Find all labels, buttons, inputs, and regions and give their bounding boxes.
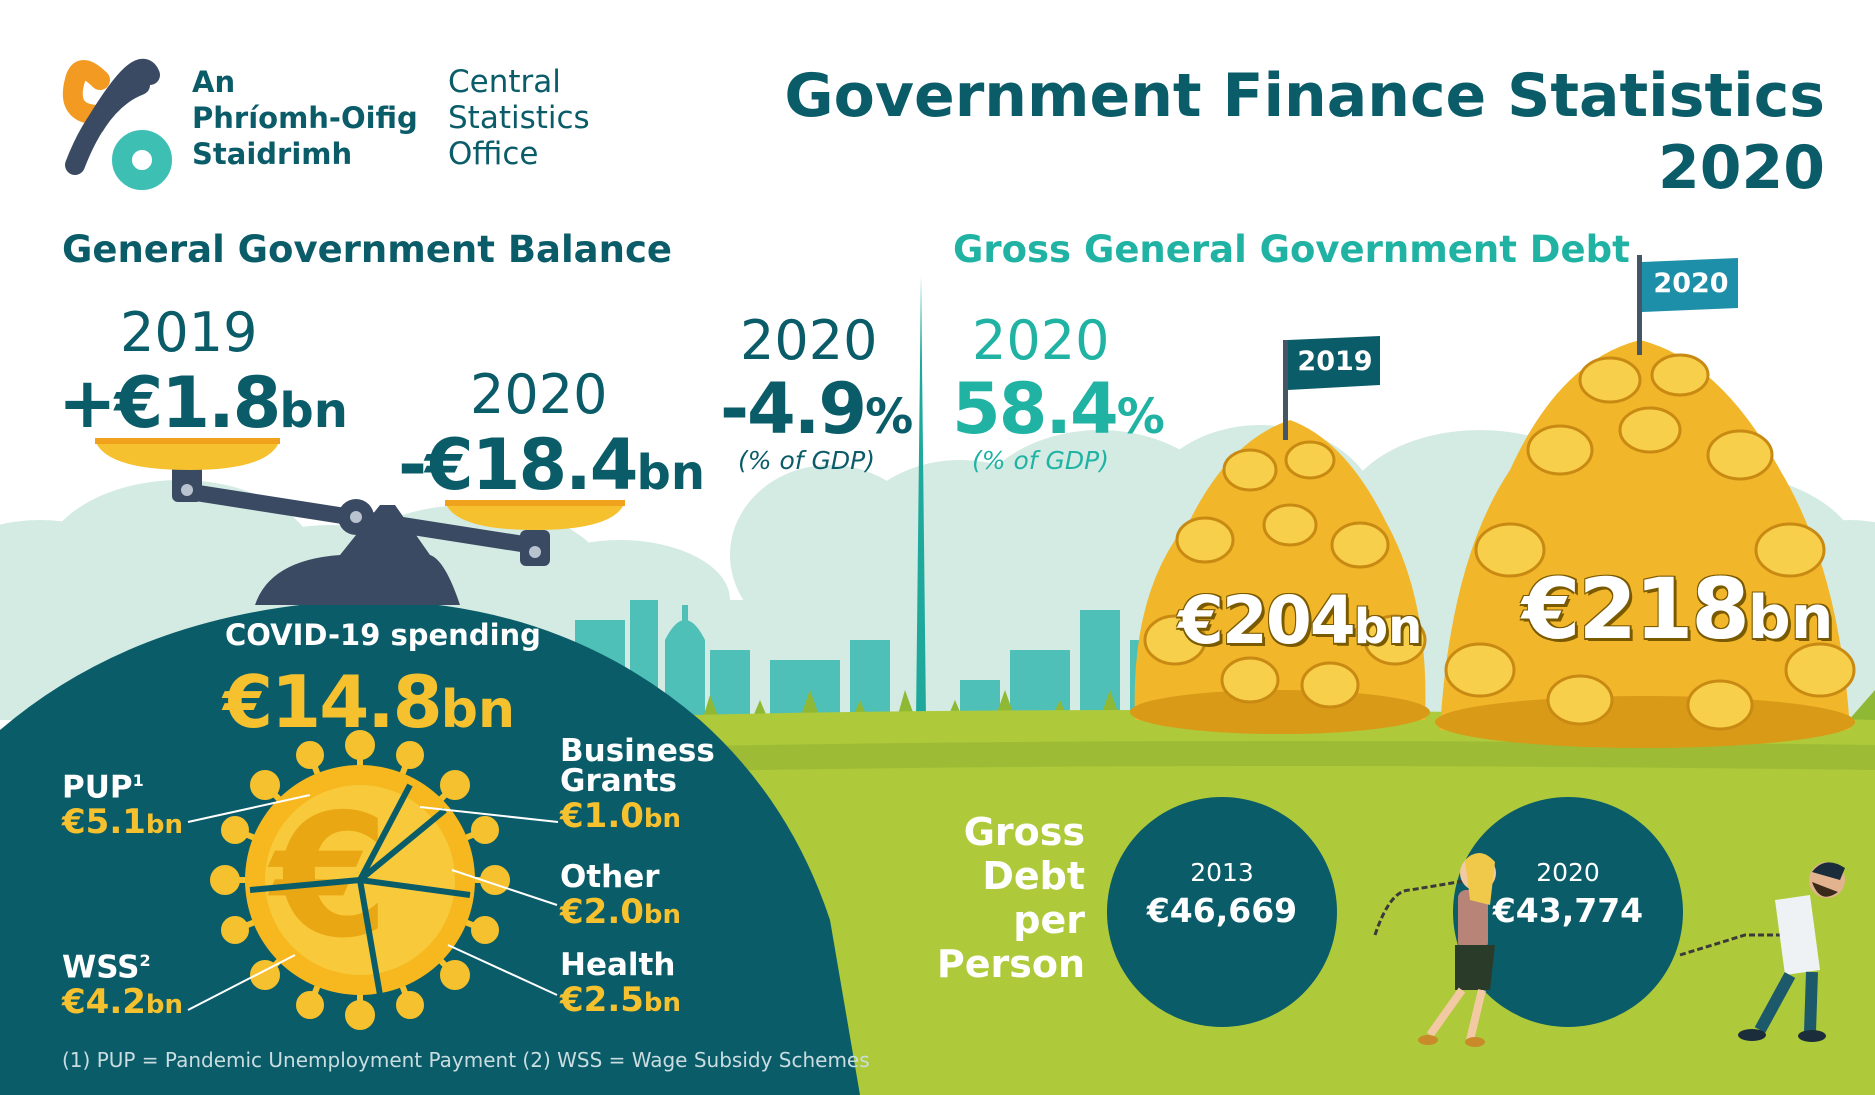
debt-2019-value: €204bn xyxy=(1178,582,1423,659)
debt-circle-2013 xyxy=(1107,797,1337,1027)
balance-2019-value: +€1.8bn xyxy=(58,362,348,444)
woman-pulling-rope-icon xyxy=(1373,852,1496,1047)
balance-section-title: General Government Balance xyxy=(62,228,673,271)
debt-section-title: Gross General Government Debt xyxy=(953,228,1630,271)
covid-category-other: Other €2.0bn xyxy=(560,859,682,933)
covid-category-health: Health €2.5bn xyxy=(560,947,682,1021)
debt-gdp-year: 2020 xyxy=(972,309,1110,372)
flag-icon xyxy=(1637,255,1738,355)
logo-irish-name: An Phríomh-Oifig Staidrimh xyxy=(192,65,418,171)
debt-per-person-label: Gross Debt per Person xyxy=(936,810,1085,986)
balance-2019-year: 2019 xyxy=(120,301,258,364)
coin-pile-icon xyxy=(1435,340,1856,748)
balance-gdp-note: (% of GDP) xyxy=(738,446,875,475)
balance-2020-value: -€18.4bn xyxy=(398,424,705,506)
balance-2020-year: 2020 xyxy=(470,363,608,426)
debt-per-person-2020: 2020 €43,774 xyxy=(1492,858,1644,930)
leader-lines xyxy=(187,794,559,1011)
debt-circle-2020 xyxy=(1453,797,1683,1027)
page-title: Government Finance Statistics 2020 xyxy=(784,61,1825,203)
flag-icon xyxy=(1283,336,1380,440)
debt-per-person-2013: 2013 €46,669 xyxy=(1146,858,1298,930)
man-pulling-rope-icon xyxy=(1679,862,1845,1042)
covid-category-pup: PUP1 €5.1bn xyxy=(62,769,184,843)
spire-icon xyxy=(916,275,926,720)
covid-category-business-grants: Business Grants €1.0bn xyxy=(560,733,715,837)
debt-gdp-note: (% of GDP) xyxy=(972,446,1109,475)
covid-category-wss: WSS2 €4.2bn xyxy=(62,949,184,1023)
coin-pile-icon xyxy=(1130,420,1430,734)
balance-gdp-year: 2020 xyxy=(740,309,878,372)
cso-logo-icon xyxy=(62,58,172,190)
flag-2020-label: 2020 xyxy=(1653,268,1729,299)
coronavirus-euro-coin-icon: € xyxy=(210,730,510,1030)
footnote: (1) PUP = Pandemic Unemployment Payment … xyxy=(62,1048,870,1072)
balance-gdp-value: -4.9% xyxy=(720,368,914,450)
debt-gdp-value: 58.4% xyxy=(952,368,1165,450)
balance-scale-icon xyxy=(95,438,625,605)
covid-spending-total: €14.8bn xyxy=(223,660,515,744)
debt-2020-value: €218bn xyxy=(1522,560,1834,658)
logo-english-name: Central Statistics Office xyxy=(448,64,590,172)
flag-2019-label: 2019 xyxy=(1297,346,1373,377)
covid-spending-label: COVID-19 spending xyxy=(225,618,541,652)
